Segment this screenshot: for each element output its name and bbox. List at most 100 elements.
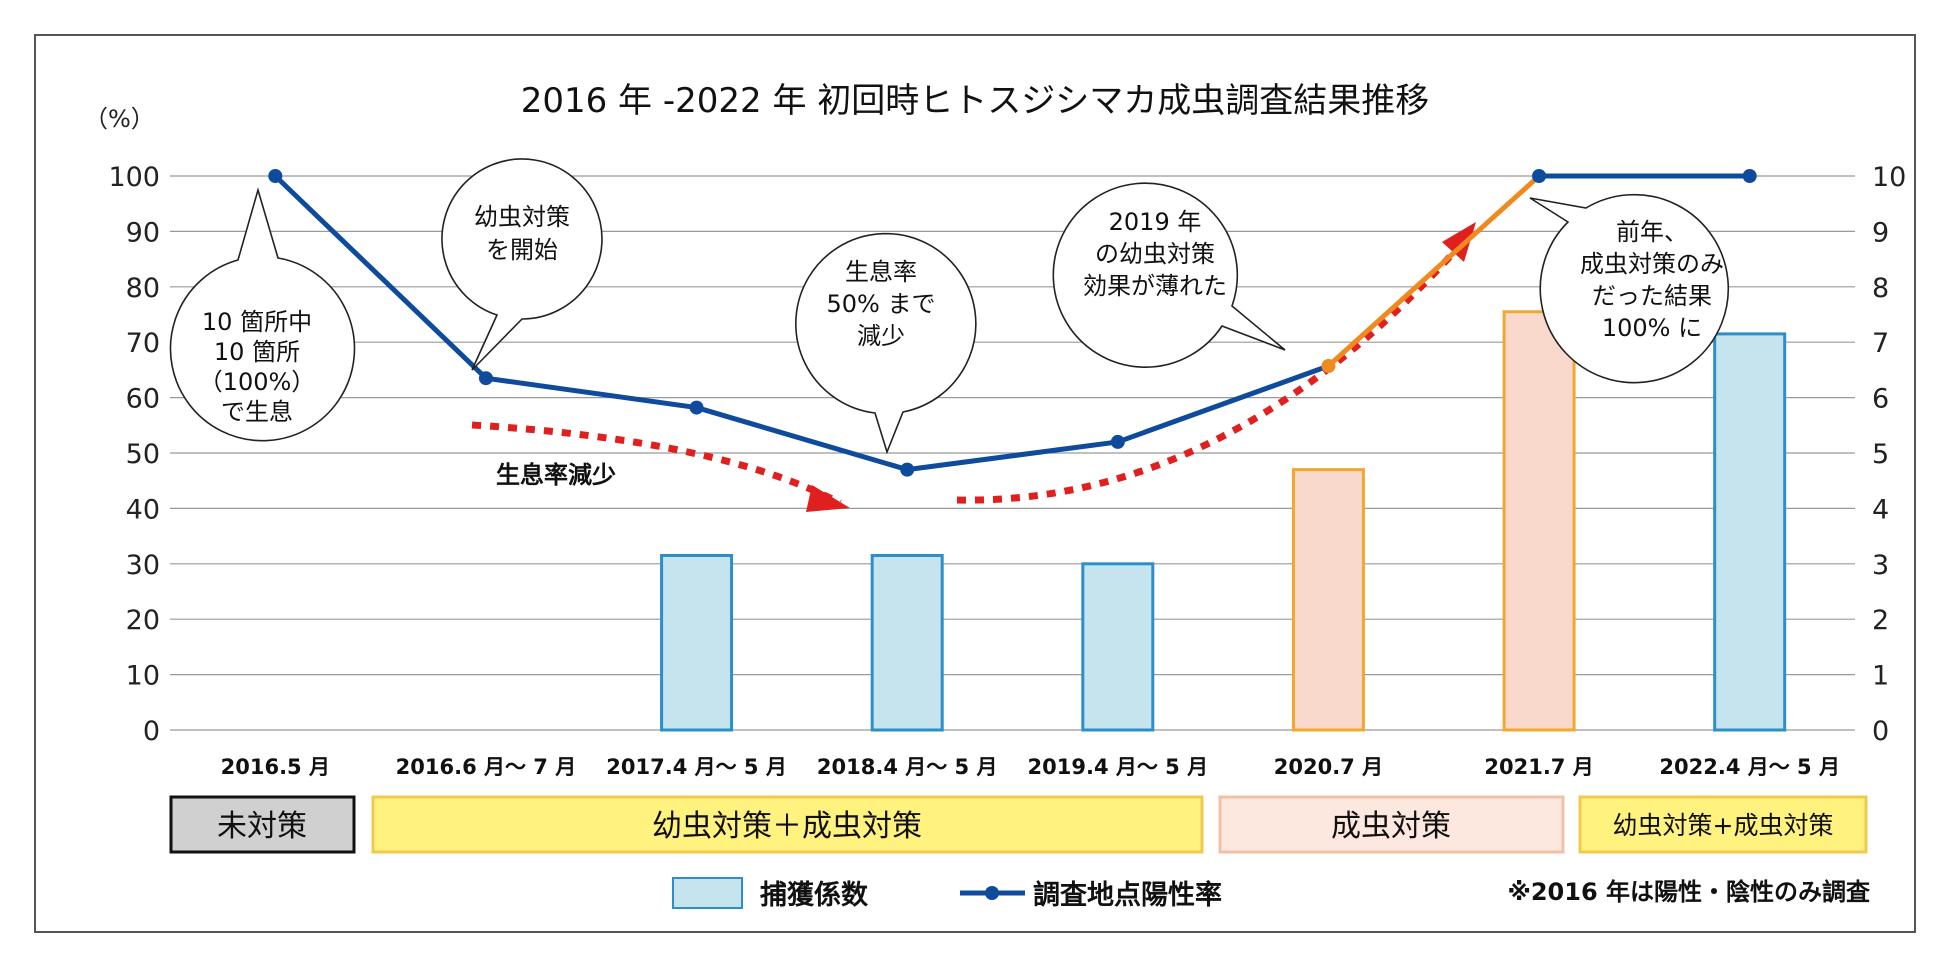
bubble-c-line-1: 生息率 — [845, 258, 917, 286]
line-segment-0 — [272, 173, 489, 381]
phase-band-adult — [1218, 795, 1565, 854]
bubble-e-line-2: 成虫対策のみ — [1580, 250, 1724, 278]
bubble-b-shape — [441, 158, 603, 371]
line-point-0 — [268, 169, 283, 183]
phase-label-adult: 成虫対策 — [1331, 809, 1451, 844]
bubble-d-line-1: 2019 年 — [1109, 208, 1202, 236]
phase-band-larva-adult-2022 — [1578, 795, 1868, 854]
phase-label-larva-adult-2022: 幼虫対策+成虫対策 — [1613, 811, 1834, 840]
right-tick-10: 10 — [1872, 162, 1906, 193]
left-tick-80: 80 — [126, 273, 160, 304]
x-label-6: 2021.7 月 — [1484, 755, 1593, 779]
bubble-a-line-2: 10 箇所 — [214, 338, 300, 366]
line-segment-4 — [1115, 363, 1331, 445]
annotation-bubble-b: 幼虫対策 を開始 — [441, 158, 603, 371]
x-label-5: 2020.7 月 — [1274, 755, 1383, 779]
bubble-e-line-4: 100% に — [1602, 314, 1702, 342]
bubble-d-line-2: の幼虫対策 — [1095, 240, 1215, 268]
bar-5 — [1291, 468, 1365, 732]
line-point-6 — [1532, 169, 1547, 183]
left-tick-20: 20 — [126, 605, 160, 636]
left-tick-50: 50 — [126, 439, 160, 470]
bubble-b-line-2: を開始 — [486, 236, 558, 264]
increase-arrowhead-icon — [1442, 222, 1476, 262]
bubble-a-line-3: （100%） — [199, 368, 316, 396]
right-tick-3: 3 — [1872, 550, 1889, 581]
legend-bar-label: 捕獲係数 — [760, 880, 869, 911]
bubble-a-line-1: 10 箇所中 — [202, 308, 312, 336]
left-tick-40: 40 — [126, 494, 160, 525]
x-axis-labels: 2016.5 月 2016.6 月～ 7 月 2017.4 月～ 5 月 2018.4… — [221, 755, 1840, 779]
line-segment-3 — [904, 439, 1121, 473]
line-point-2 — [689, 400, 704, 415]
chart-frame — [34, 34, 1916, 933]
bar-7 — [1713, 332, 1787, 732]
bubble-d-line-3: 効果が薄れた — [1083, 272, 1227, 300]
left-tick-100: 100 — [108, 162, 160, 193]
left-tick-0: 0 — [143, 716, 160, 747]
bubble-b-line-1: 幼虫対策 — [474, 203, 570, 231]
bubble-e-line-1: 前年、 — [1616, 218, 1688, 246]
x-label-3: 2018.4 月～ 5 月 — [817, 755, 998, 779]
bubble-e-line-3: だった結果 — [1592, 282, 1712, 310]
bar-3 — [870, 553, 944, 732]
increase-trend-arrow — [956, 237, 1468, 504]
x-label-2: 2017.4 月～ 5 月 — [606, 755, 787, 779]
bubble-a-line-4: で生息 — [221, 398, 293, 426]
decrease-arrowhead-icon — [806, 485, 850, 512]
bubble-c-line-2: 50% まで — [827, 290, 936, 318]
line-point-4 — [1110, 434, 1125, 449]
annotation-bubble-d: 2019 年 の幼虫対策 効果が薄れた — [1052, 182, 1286, 368]
phase-label-larva-adult: 幼虫対策＋成虫対策 — [652, 809, 922, 844]
bubble-d-shape — [1052, 182, 1286, 368]
bubble-c-shape — [795, 232, 977, 455]
right-tick-6: 6 — [1872, 384, 1889, 415]
right-tick-0: 0 — [1872, 716, 1889, 747]
bars — [660, 310, 1787, 732]
left-tick-70: 70 — [126, 328, 160, 359]
right-tick-1: 1 — [1872, 661, 1889, 692]
line-series — [268, 169, 1757, 477]
legend-bar-swatch — [672, 877, 743, 909]
x-label-1: 2016.6 月～ 7 月 — [396, 755, 577, 779]
legend-line-label: 調査地点陽性率 — [1033, 879, 1222, 911]
right-tick-8: 8 — [1872, 273, 1889, 304]
line-point-7 — [1742, 169, 1757, 183]
line-point-3 — [900, 462, 915, 477]
line-point-5 — [1321, 359, 1336, 374]
right-tick-7: 7 — [1872, 328, 1889, 359]
line-segment-5 — [1325, 173, 1542, 369]
bar-6 — [1502, 310, 1576, 732]
chart-title: 2016 年 -2022 年 初回時ヒトスジシマカ成虫調査結果推移 — [521, 81, 1430, 121]
right-axis-ticks: 0 1 2 3 4 5 6 7 8 9 10 — [1872, 162, 1906, 747]
bubble-a-shape — [169, 187, 356, 442]
decrease-trend-arrow — [471, 421, 842, 507]
legend: 捕獲係数 調査地点陽性率 — [672, 877, 1222, 911]
right-tick-5: 5 — [1872, 439, 1889, 470]
x-label-7: 2022.4 月～ 5 月 — [1659, 755, 1840, 779]
phase-label-untreated: 未対策 — [217, 809, 307, 844]
right-tick-4: 4 — [1872, 494, 1889, 525]
line-segment-2 — [694, 405, 910, 473]
left-tick-90: 90 — [126, 217, 160, 248]
right-tick-9: 9 — [1872, 217, 1889, 248]
bubble-c-line-3: 減少 — [857, 322, 905, 350]
left-axis-unit: （%） — [84, 105, 155, 133]
decrease-label: 生息率減少 — [496, 461, 616, 489]
bubble-e-shape — [1529, 193, 1730, 384]
x-label-0: 2016.5 月 — [221, 755, 330, 779]
left-tick-60: 60 — [126, 384, 160, 415]
annotation-bubble-a: 10 箇所中 10 箇所 （100%） で生息 — [169, 187, 356, 442]
right-tick-2: 2 — [1872, 605, 1889, 636]
left-tick-30: 30 — [126, 550, 160, 581]
bar-4 — [1081, 562, 1155, 732]
legend-line-marker — [985, 886, 999, 900]
footnote: ※2016 年は陽性・陰性のみ調査 — [1508, 878, 1870, 906]
left-tick-10: 10 — [126, 661, 160, 692]
annotation-bubble-c: 生息率 50% まで 減少 — [795, 232, 977, 455]
left-axis-ticks: 0 10 20 30 40 50 60 70 80 90 100 — [108, 162, 160, 747]
phase-band-untreated — [169, 795, 356, 854]
phase-bands: 未対策 幼虫対策＋成虫対策 成虫対策 幼虫対策+成虫対策 — [169, 795, 1868, 854]
line-point-1 — [478, 371, 493, 386]
